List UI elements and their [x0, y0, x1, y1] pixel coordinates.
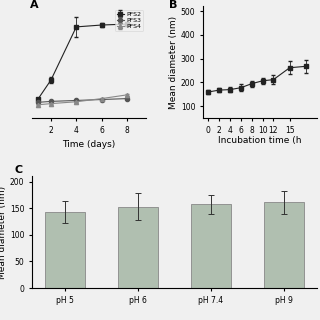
Y-axis label: Mean diameter (nm): Mean diameter (nm): [169, 16, 178, 109]
Text: A: A: [30, 0, 38, 10]
Text: B: B: [169, 0, 177, 10]
Y-axis label: Mean diameter (nm): Mean diameter (nm): [0, 186, 7, 279]
X-axis label: Incubation time (h: Incubation time (h: [218, 136, 301, 145]
Bar: [191, 204, 231, 288]
Bar: [118, 207, 158, 288]
X-axis label: Time (days): Time (days): [62, 140, 116, 149]
Bar: [264, 202, 304, 288]
Bar: [45, 212, 85, 288]
Text: C: C: [15, 165, 23, 175]
Legend: PFS2, PFS3, PFS4: PFS2, PFS3, PFS4: [115, 10, 143, 31]
